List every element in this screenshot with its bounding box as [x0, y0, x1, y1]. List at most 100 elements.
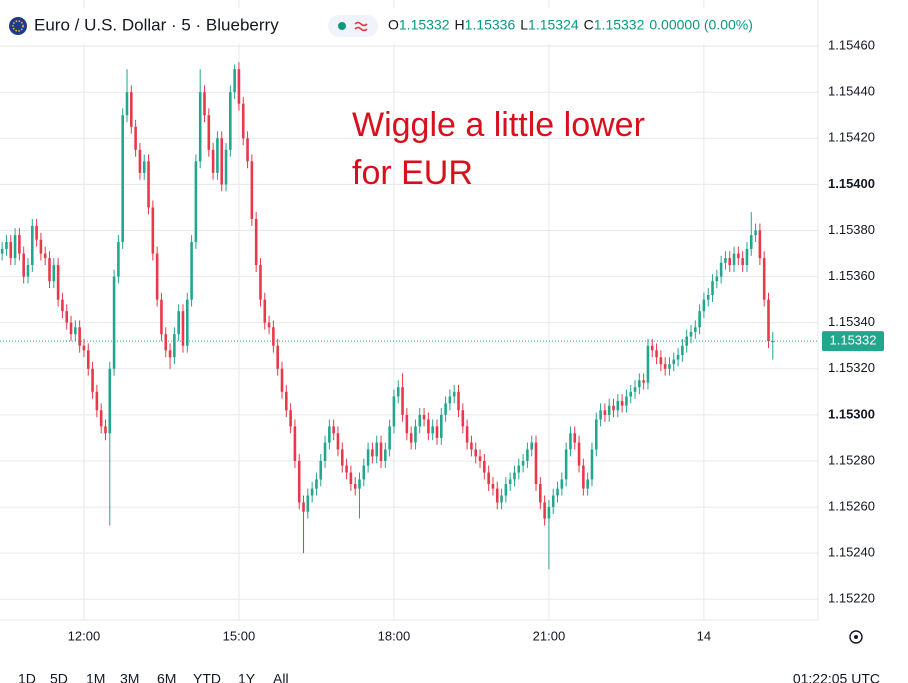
range-button[interactable]: 1Y	[238, 671, 256, 683]
y-tick-label: 1.15240	[828, 545, 875, 560]
candle-body	[577, 442, 581, 466]
candle-body	[216, 138, 219, 173]
last-price-label: 1.15332	[830, 333, 877, 348]
candle-body	[642, 380, 645, 383]
candle-body	[181, 311, 185, 346]
candle-body	[487, 472, 490, 485]
candle-body	[491, 484, 495, 489]
candle-body	[0, 248, 4, 254]
header: Euro / U.S. Dollar · 5 · Blueberry O 1.15…	[0, 8, 800, 44]
candle-body	[91, 368, 94, 392]
candle-body	[267, 322, 271, 328]
candle-body	[86, 350, 90, 369]
candle-body	[500, 495, 503, 503]
candle-body	[353, 484, 357, 489]
candle-body	[551, 495, 555, 508]
y-tick-label: 1.15220	[828, 591, 875, 606]
candle-body	[681, 345, 684, 355]
y-tick-label: 1.15260	[828, 499, 875, 514]
candle-body	[650, 345, 654, 351]
candle-body	[280, 368, 284, 392]
range-button[interactable]: 1D	[18, 671, 36, 683]
candle-body	[160, 299, 163, 335]
market-open-dot	[338, 22, 346, 30]
ohlc-value: 1.15332	[399, 17, 450, 33]
candle-body	[418, 414, 422, 427]
range-button[interactable]: 3M	[120, 671, 139, 683]
candle-body	[694, 327, 697, 332]
candle-body	[711, 281, 714, 296]
candle-body	[547, 507, 551, 519]
x-tick-label: 21:00	[533, 628, 566, 643]
candle-body	[504, 484, 508, 496]
settings-icon[interactable]	[849, 630, 863, 644]
ohlc-key: C	[584, 17, 594, 33]
candle-body	[638, 380, 641, 388]
candle-body	[521, 460, 525, 466]
candle-body	[754, 230, 757, 236]
candle-body	[254, 218, 258, 266]
candle-body	[384, 449, 387, 461]
candle-body	[646, 345, 650, 383]
range-button[interactable]: YTD	[193, 671, 221, 683]
candle-body	[142, 161, 146, 173]
candle-body	[43, 253, 47, 259]
range-button[interactable]: 5D	[50, 671, 68, 683]
candle-body	[771, 341, 775, 343]
range-button[interactable]: All	[273, 671, 289, 683]
candle-body	[452, 391, 456, 397]
ohlc-value: 1.15332	[594, 17, 645, 33]
candle-body	[612, 405, 615, 411]
candle-body	[272, 327, 275, 346]
settings-icon-center	[854, 635, 858, 639]
candle-body	[573, 433, 577, 443]
annotation: Wiggle a little lower for EUR	[352, 106, 645, 192]
candle-body	[289, 410, 292, 427]
candle-body	[586, 479, 589, 489]
grid	[0, 0, 818, 620]
candle-body	[224, 149, 228, 185]
candle-body	[297, 460, 301, 503]
candle-body	[409, 433, 413, 443]
candle-body	[706, 295, 710, 300]
annotation-line: Wiggle a little lower	[352, 106, 645, 144]
chart-settings-button[interactable]	[849, 630, 863, 644]
candle-body	[431, 426, 434, 434]
symbol-name: Euro / U.S. Dollar · 5 · Blueberry	[34, 15, 279, 34]
ohlc-value: 1.15336	[465, 17, 516, 33]
x-tick-label: 14	[697, 628, 711, 643]
ohlc-key: L	[520, 17, 528, 33]
candle-body	[508, 479, 512, 485]
candle-body	[719, 262, 723, 277]
candle-body	[655, 350, 658, 358]
candle-body	[474, 449, 478, 457]
candle-body	[211, 149, 215, 173]
candle-body	[633, 387, 637, 392]
symbol-icon-stars	[12, 20, 24, 32]
range-button[interactable]: 1M	[86, 671, 105, 683]
candle-body	[13, 235, 17, 259]
candle-body	[745, 248, 749, 266]
candle-body	[616, 401, 620, 411]
candle-body	[702, 299, 706, 312]
candle-body	[422, 414, 426, 420]
candle-body	[401, 387, 404, 415]
candle-body	[9, 242, 13, 259]
ohlc-key: H	[455, 17, 465, 33]
candle-body	[138, 149, 142, 173]
ohlc-value: 1.15324	[528, 17, 579, 33]
candle-body	[173, 334, 176, 358]
status-pill[interactable]	[328, 15, 378, 37]
range-button[interactable]: 6M	[157, 671, 176, 683]
candle-body	[285, 391, 288, 411]
candle-body	[663, 364, 667, 369]
candle-body	[319, 460, 323, 480]
candle-body	[724, 258, 727, 263]
candle-body	[530, 442, 533, 450]
y-tick-label: 1.15320	[828, 360, 875, 375]
y-tick-label: 1.15300	[828, 406, 875, 421]
candle-body	[672, 359, 676, 365]
candle-body	[78, 327, 81, 346]
candle-body	[65, 311, 69, 323]
